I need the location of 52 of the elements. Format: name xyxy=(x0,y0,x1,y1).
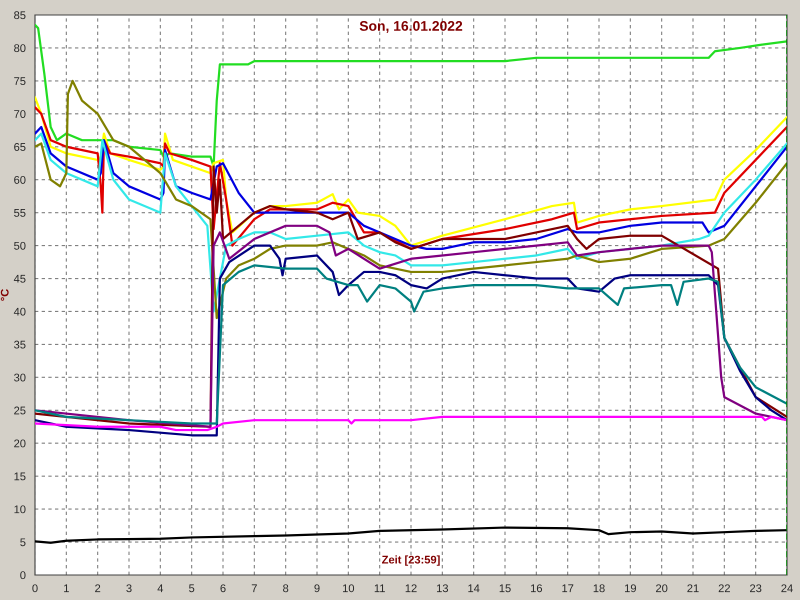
x-tick-label: 10 xyxy=(343,584,354,592)
y-tick-label: 50 xyxy=(14,242,26,250)
x-tick-label: 22 xyxy=(718,584,730,592)
x-tick-label: 23 xyxy=(750,584,762,592)
x-tick-label: 7 xyxy=(252,584,257,592)
y-tick-label: 10 xyxy=(14,505,26,514)
y-tick-label: 35 xyxy=(14,340,26,349)
y-tick-label: 45 xyxy=(14,274,26,283)
line-series xyxy=(35,264,787,425)
x-tick-label: 18 xyxy=(594,584,605,592)
y-tick-label: 30 xyxy=(14,374,26,382)
x-tick-label: 24 xyxy=(781,584,793,592)
y-tick-label: 0 xyxy=(20,571,26,580)
x-tick-label: 8 xyxy=(283,584,288,592)
y-tick-label: 55 xyxy=(14,209,26,217)
x-tick-label: 11 xyxy=(374,584,385,592)
line-series xyxy=(35,80,787,320)
x-tick-label: 1 xyxy=(64,584,69,592)
y-tick-label: 70 xyxy=(14,110,26,118)
line-series xyxy=(35,165,787,428)
line-series xyxy=(35,416,787,432)
x-tick-label: 6 xyxy=(220,584,226,592)
x-tick-label: 21 xyxy=(687,584,699,592)
y-axis-title: °C xyxy=(0,289,9,301)
x-tick-label: 19 xyxy=(625,584,636,592)
x-tick-label: 2 xyxy=(95,584,100,592)
y-tick-label: 25 xyxy=(14,406,26,414)
y-tick-label: 40 xyxy=(14,308,26,316)
x-tick-label: 12 xyxy=(406,584,417,592)
x-tick-label: 17 xyxy=(562,584,574,592)
x-tick-label: 16 xyxy=(531,584,542,592)
y-tick-label: 85 xyxy=(14,11,26,20)
line-series xyxy=(35,526,787,544)
x-axis-title: Zeit [23:59] xyxy=(382,555,440,566)
y-tick-label: 75 xyxy=(14,77,26,86)
x-tick-label: 14 xyxy=(468,584,480,592)
y-tick-label: 60 xyxy=(14,176,26,184)
x-tick-label: 5 xyxy=(189,584,194,592)
x-tick-label: 20 xyxy=(656,584,668,592)
y-tick-label: 20 xyxy=(14,440,26,448)
y-tick-label: 5 xyxy=(20,538,26,546)
x-tick-label: 15 xyxy=(500,584,511,592)
y-tick-label: 80 xyxy=(14,44,26,52)
x-tick-label: 4 xyxy=(158,584,164,592)
x-tick-label: 0 xyxy=(32,584,38,592)
y-tick-label: 15 xyxy=(14,472,26,480)
line-series xyxy=(35,132,787,313)
x-tick-label: 13 xyxy=(437,584,448,592)
x-tick-label: 3 xyxy=(126,584,132,592)
chart-title: Son, 16.01.2022 xyxy=(360,21,462,33)
x-tick-label: 9 xyxy=(314,584,320,592)
y-tick-label: 65 xyxy=(14,143,26,151)
